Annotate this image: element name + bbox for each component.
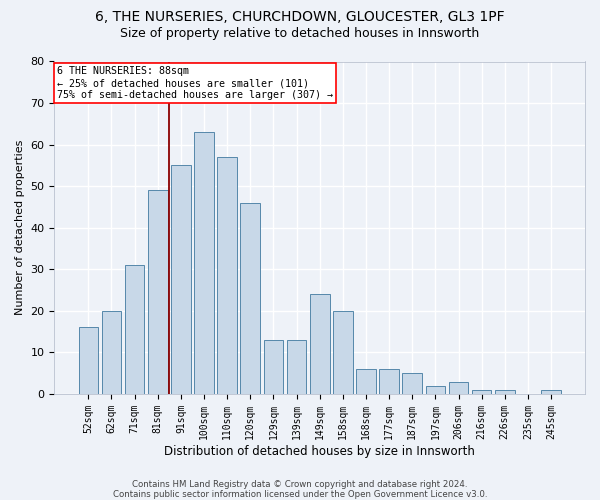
Bar (148, 190, 167, 394)
Bar (171, 166, 191, 394)
Bar (310, 294, 329, 394)
Text: Contains HM Land Registry data © Crown copyright and database right 2024.: Contains HM Land Registry data © Crown c… (132, 480, 468, 489)
Bar (125, 265, 145, 394)
Bar (403, 373, 422, 394)
Bar (263, 340, 283, 394)
Bar (217, 157, 237, 394)
Bar (241, 203, 260, 394)
Bar (541, 390, 561, 394)
Bar (495, 390, 515, 394)
Text: Size of property relative to detached houses in Innsworth: Size of property relative to detached ho… (121, 28, 479, 40)
Text: 6, THE NURSERIES, CHURCHDOWN, GLOUCESTER, GL3 1PF: 6, THE NURSERIES, CHURCHDOWN, GLOUCESTER… (95, 10, 505, 24)
Bar (472, 390, 491, 394)
Bar (101, 311, 121, 394)
Y-axis label: Number of detached properties: Number of detached properties (15, 140, 25, 316)
Text: 6 THE NURSERIES: 88sqm
← 25% of detached houses are smaller (101)
75% of semi-de: 6 THE NURSERIES: 88sqm ← 25% of detached… (57, 66, 333, 100)
Bar (79, 328, 98, 394)
Bar (194, 132, 214, 394)
Bar (333, 311, 353, 394)
Text: Contains public sector information licensed under the Open Government Licence v3: Contains public sector information licen… (113, 490, 487, 499)
Bar (287, 340, 307, 394)
Bar (379, 369, 399, 394)
Bar (425, 386, 445, 394)
X-axis label: Distribution of detached houses by size in Innsworth: Distribution of detached houses by size … (164, 444, 475, 458)
Bar (356, 369, 376, 394)
Bar (449, 382, 469, 394)
